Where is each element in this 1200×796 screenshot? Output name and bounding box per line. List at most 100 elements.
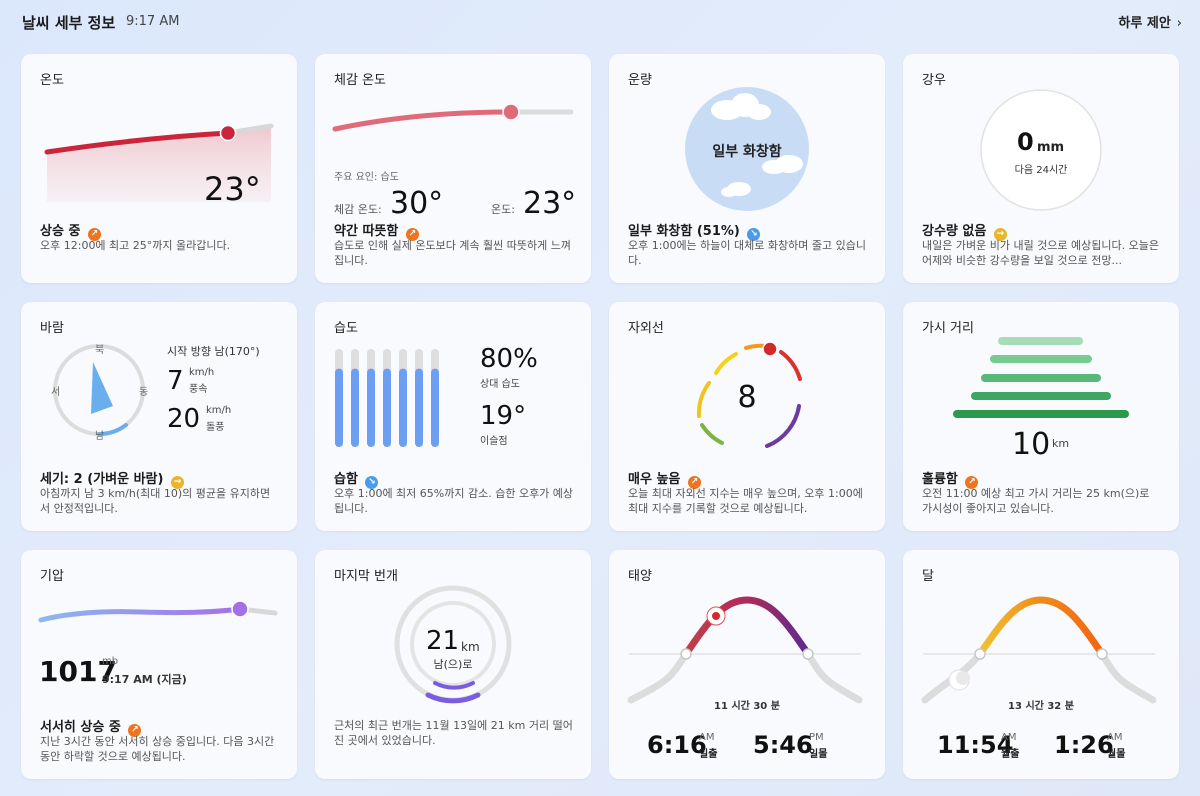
precip-period: 다음 24시간 bbox=[1014, 165, 1068, 176]
visibility-graphic bbox=[953, 337, 1129, 418]
sunset-time: 5:46 bbox=[753, 731, 813, 759]
status-text: 약간 따뜻함 bbox=[334, 224, 399, 239]
current-point bbox=[219, 124, 237, 142]
card-title: 온도 bbox=[40, 73, 64, 88]
cloud-status: 일부 화창함 (51%) ↘ bbox=[628, 220, 761, 241]
feels-like-card[interactable]: 체감 온도 주요 요인: 습도 체감 온도: 30° 온도: 23° 약간 따뜻… bbox=[315, 54, 591, 283]
card-title: 기압 bbox=[40, 569, 64, 584]
humidity-card[interactable]: 습도 80% 상대 습도 19° 이슬점 습함 ↘ 오후 1:00에 최저 65… bbox=[315, 302, 591, 531]
trend-steady-icon: → bbox=[993, 228, 1007, 241]
wind-compass bbox=[53, 344, 145, 437]
precip-unit: mm bbox=[1037, 140, 1065, 155]
trend-up-icon: ↗ bbox=[965, 476, 979, 489]
pressure-card[interactable]: 기압 1017 mb 9:17 AM (지금) 서서히 상승 중 ↗ 지난 3시… bbox=[21, 550, 297, 779]
precipitation-card[interactable]: 강우 0 mm 다음 24시간 강수량 없음 → 내일은 가벼운 비가 내릴 것… bbox=[903, 54, 1179, 283]
status-text: 세기: 2 (가벼운 바람) bbox=[40, 472, 164, 487]
status-text: 매우 높음 bbox=[628, 472, 681, 487]
temperature-value: 23° bbox=[204, 170, 261, 208]
wind-card[interactable]: 바람 북 동 남 서 시작 방향 남(170°) 7 km/h 풍속 20 km… bbox=[21, 302, 297, 531]
wind-arrow-icon bbox=[91, 362, 113, 414]
compass-south: 남 bbox=[95, 431, 105, 442]
card-title: 가시 거리 bbox=[922, 321, 974, 336]
sunrise-time: 6:16 bbox=[647, 731, 707, 759]
pressure-unit: mb bbox=[102, 656, 119, 667]
sun-card[interactable]: 태양 11 시간 30 분 6:16 AM 일출 5:46 PM 일몰 bbox=[609, 550, 885, 779]
cloud-description: 오후 1:00에는 하늘이 대체로 화창하며 줄고 있습니다. bbox=[628, 239, 866, 267]
feels-like-chart bbox=[332, 103, 574, 132]
temperature-status: 상승 중 ↗ bbox=[40, 220, 101, 241]
wind-gust-value: 20 bbox=[167, 404, 201, 434]
chevron-right-icon: › bbox=[1176, 16, 1182, 31]
moon-arc bbox=[921, 596, 1157, 704]
card-title: 강우 bbox=[922, 73, 946, 88]
humidity-bar-fill bbox=[335, 368, 343, 447]
trend-up-icon: ↗ bbox=[128, 724, 142, 737]
day-suggestion-link[interactable]: 하루 제안 › bbox=[1118, 12, 1182, 31]
wind-speed-label: 풍속 bbox=[189, 384, 208, 395]
lightning-direction: 남(으)로 bbox=[433, 658, 473, 671]
humidity-bar-fill bbox=[431, 368, 439, 447]
uv-card[interactable]: 자외선 8 매우 높음 ↗ 오늘 최대 자외선 지수는 매우 높으며, 오후 1… bbox=[609, 302, 885, 531]
temperature-description: 오후 12:00에 최고 25°까지 올라갑니다. bbox=[40, 239, 231, 252]
wind-direction-label: 시작 방향 남(170°) bbox=[167, 345, 260, 358]
sun-icon bbox=[706, 606, 726, 626]
card-title: 체감 온도 bbox=[334, 73, 386, 88]
wind-description: 아침까지 남 3 km/h(최대 10)의 평균을 유지하면서 안정적입니다. bbox=[40, 487, 271, 515]
cloud-icon bbox=[711, 93, 803, 197]
precip-description: 내일은 가벼운 비가 내릴 것으로 예상됩니다. 오늘은 어제와 비슷한 강수량… bbox=[922, 239, 1159, 267]
sunrise-ampm: AM bbox=[699, 732, 715, 743]
header-bar: 날씨 세부 정보 9:17 AM 하루 제안 › bbox=[0, 0, 1200, 44]
visibility-description: 오전 11:00 예상 최고 가시 거리는 25 km(으)로 가시성이 좋아지… bbox=[922, 487, 1150, 515]
status-text: 상승 중 bbox=[40, 224, 81, 239]
card-title: 자외선 bbox=[628, 321, 664, 336]
card-title: 달 bbox=[922, 569, 934, 584]
visibility-unit: km bbox=[1052, 437, 1070, 450]
humidity-description: 오후 1:00에 최저 65%까지 감소. 습한 오후가 예상됩니다. bbox=[334, 487, 574, 515]
humidity-bar-fill bbox=[383, 368, 391, 447]
dew-point-value: 19° bbox=[480, 401, 527, 431]
moonset-ampm: AM bbox=[1107, 732, 1123, 743]
current-point bbox=[502, 103, 520, 121]
humidity-bar-fill bbox=[399, 368, 407, 447]
cloud-cover-graphic bbox=[685, 87, 809, 211]
moon-card[interactable]: 달 13 시간 32 분 11:54 AM 월출 1:26 AM 월몰 bbox=[903, 550, 1179, 779]
compass-east: 동 bbox=[139, 387, 149, 398]
lightning-card[interactable]: 마지막 번개 21 km 남(으)로 근처의 최근 번개는 11월 13일에 2… bbox=[315, 550, 591, 779]
moon-icon bbox=[948, 669, 970, 691]
humidity-value: 80% bbox=[480, 344, 538, 374]
current-point bbox=[231, 600, 249, 618]
cloud-cover-card[interactable]: 운량 일부 화창함 일부 화창함 (51%) ↘ 오후 1:00에는 하늘이 대… bbox=[609, 54, 885, 283]
temperature-chart bbox=[44, 123, 274, 202]
uv-description: 오늘 최대 자외선 지수는 매우 높으며, 오후 1:00에 최대 지수를 기록… bbox=[628, 487, 863, 515]
current-time: 9:17 AM bbox=[126, 14, 180, 29]
uv-value: 8 bbox=[737, 380, 757, 415]
visibility-card[interactable]: 가시 거리 10 km 훌륭함 ↗ 오전 11:00 예상 최고 가시 거리는 … bbox=[903, 302, 1179, 531]
pressure-chart bbox=[38, 600, 278, 623]
day-suggestion-label: 하루 제안 bbox=[1118, 16, 1171, 31]
temperature-card[interactable]: 온도 23° 상승 중 ↗ 오후 12:00에 최고 25°까지 올라갑니다. bbox=[21, 54, 297, 283]
sun-duration: 11 시간 30 분 bbox=[714, 701, 780, 712]
pressure-description: 지난 3시간 동안 서서히 상승 중입니다. 다음 3시간 동안 하락할 것으로… bbox=[40, 735, 275, 763]
precip-value: 0 bbox=[1017, 128, 1034, 156]
trend-steady-icon: → bbox=[170, 476, 184, 489]
status-text: 강수량 없음 bbox=[922, 224, 987, 239]
wind-gust-unit: km/h bbox=[206, 405, 232, 416]
dew-point-label: 이슬점 bbox=[480, 436, 508, 447]
sunset-ampm: PM bbox=[809, 732, 824, 743]
wind-status: 세기: 2 (가벼운 바람) → bbox=[40, 468, 184, 489]
moonrise-ampm: AM bbox=[1001, 732, 1017, 743]
wind-speed-unit: km/h bbox=[189, 367, 215, 378]
humidity-bar-fill bbox=[351, 368, 359, 447]
humidity-bars bbox=[335, 349, 439, 447]
humidity-bar-fill bbox=[367, 368, 375, 447]
feels-label: 체감 온도: bbox=[334, 203, 382, 216]
trend-up-icon: ↗ bbox=[405, 228, 419, 241]
trend-down-icon: ↘ bbox=[747, 228, 761, 241]
wind-speed-value: 7 bbox=[167, 366, 184, 396]
pressure-time: 9:17 AM (지금) bbox=[102, 673, 187, 686]
moonset-label: 월몰 bbox=[1107, 749, 1126, 760]
status-text: 일부 화창함 (51%) bbox=[628, 224, 740, 239]
humidity-status: 습함 ↘ bbox=[334, 468, 379, 489]
status-text: 서서히 상승 중 bbox=[40, 720, 121, 735]
moonrise-label: 월출 bbox=[1001, 749, 1020, 760]
